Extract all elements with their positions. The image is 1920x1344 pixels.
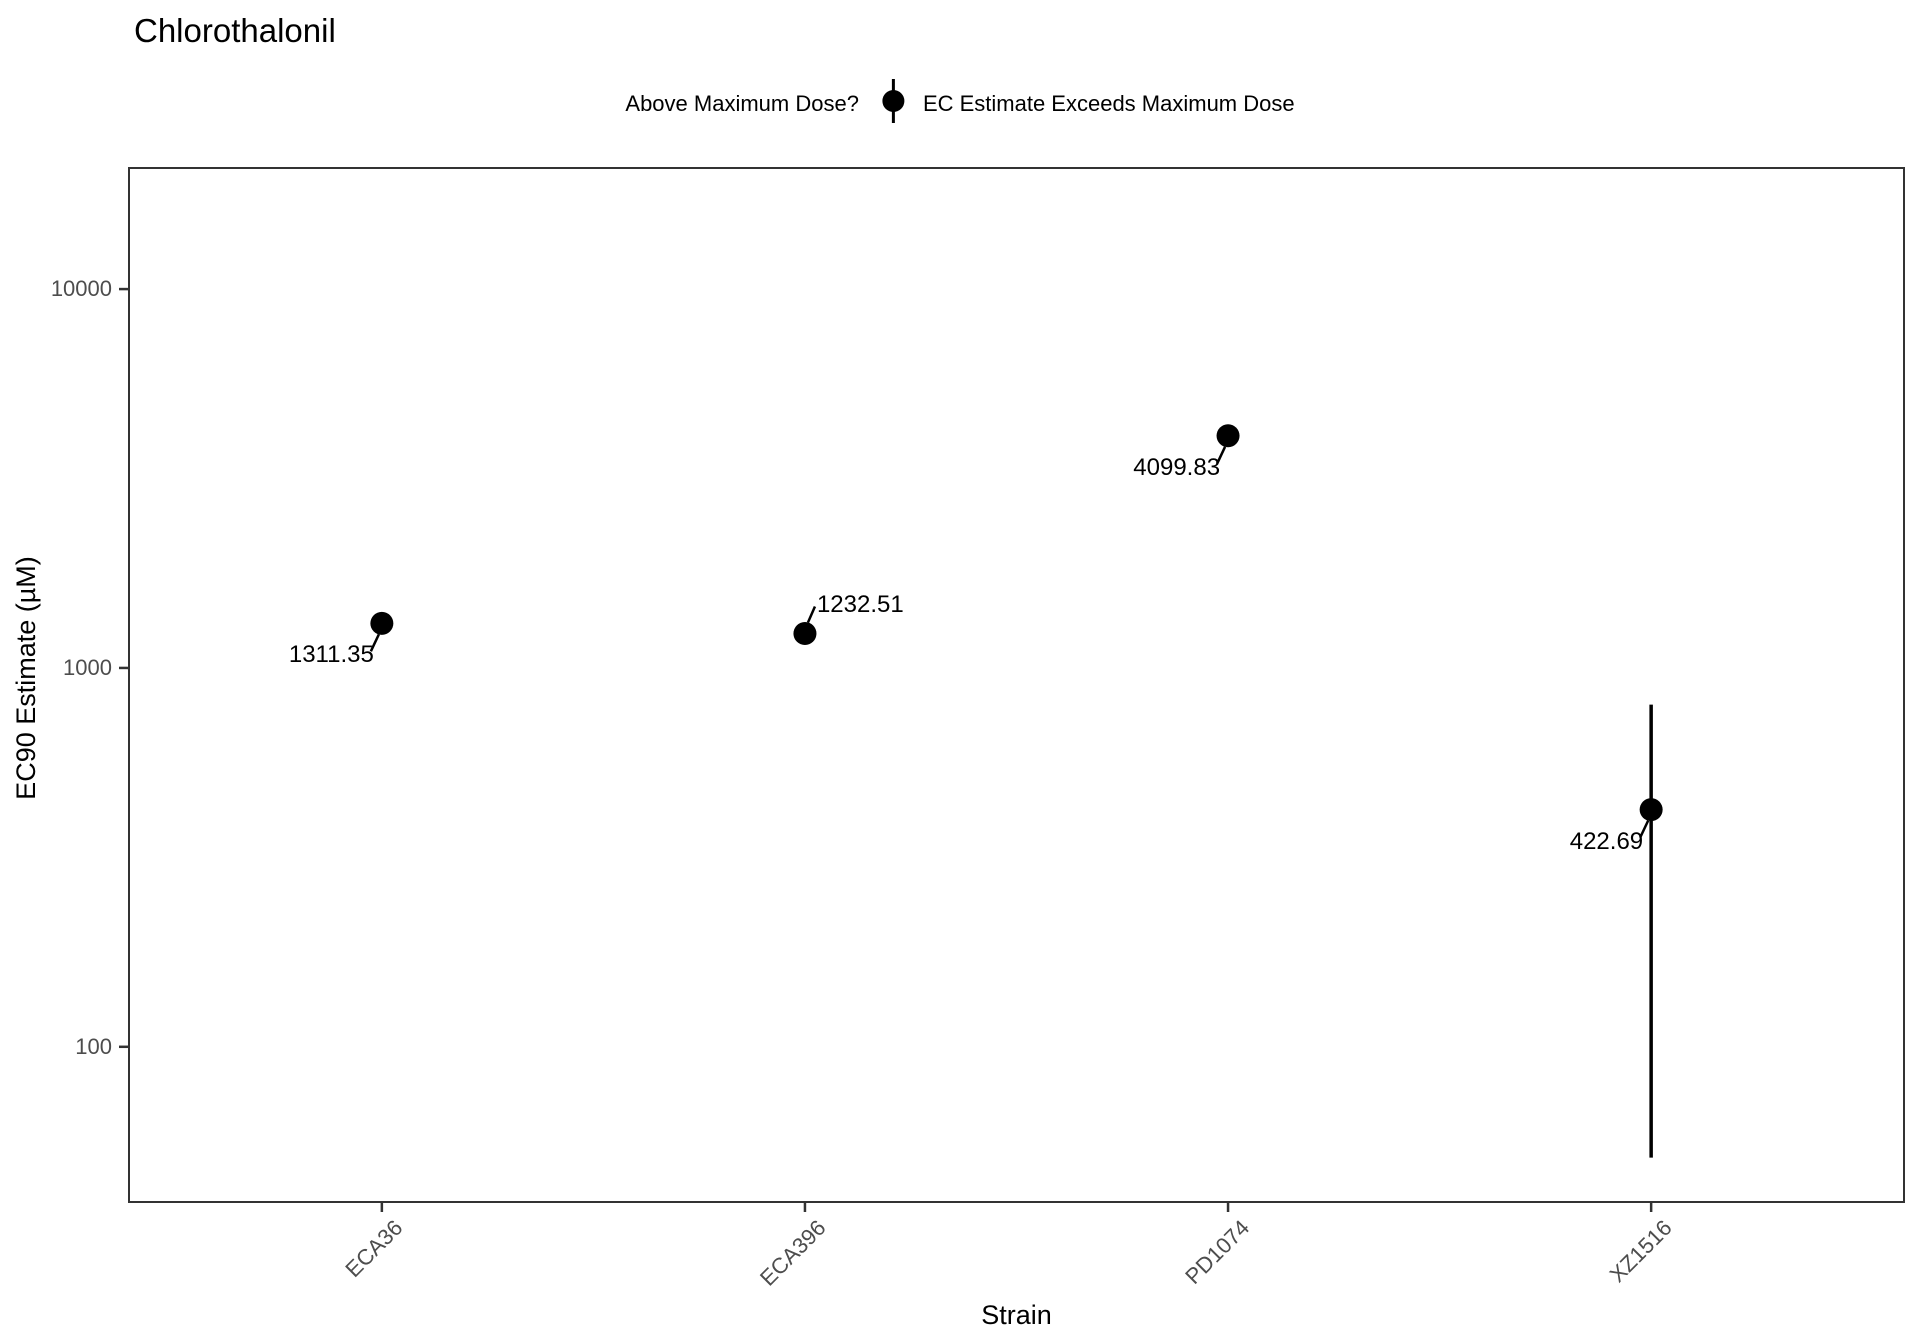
x-tick-label: ECA36 — [340, 1215, 408, 1282]
legend: Above Maximum Dose? EC Estimate Exceeds … — [625, 76, 1295, 131]
x-tick-label: ECA396 — [755, 1215, 831, 1291]
chart-title: Chlorothalonil — [134, 12, 336, 49]
x-tick-label: XZ1516 — [1604, 1215, 1677, 1288]
y-tick-label: 1000 — [63, 654, 112, 680]
x-tick-label: PD1074 — [1179, 1215, 1254, 1289]
point-label: 422.69 — [1569, 827, 1644, 855]
legend-item-label: EC Estimate Exceeds Maximum Dose — [922, 90, 1295, 116]
point-label: 1232.51 — [816, 590, 904, 618]
point-label: 1311.35 — [288, 641, 374, 669]
y-tick-label: 100 — [75, 1033, 112, 1059]
legend-pointrange-icon — [879, 76, 907, 131]
plot-panel — [128, 167, 1905, 1203]
point-label: 4099.83 — [1133, 453, 1221, 481]
x-axis-title: Strain — [981, 1300, 1052, 1330]
legend-title: Above Maximum Dose? — [625, 90, 859, 116]
y-tick-label: 10000 — [50, 276, 112, 302]
